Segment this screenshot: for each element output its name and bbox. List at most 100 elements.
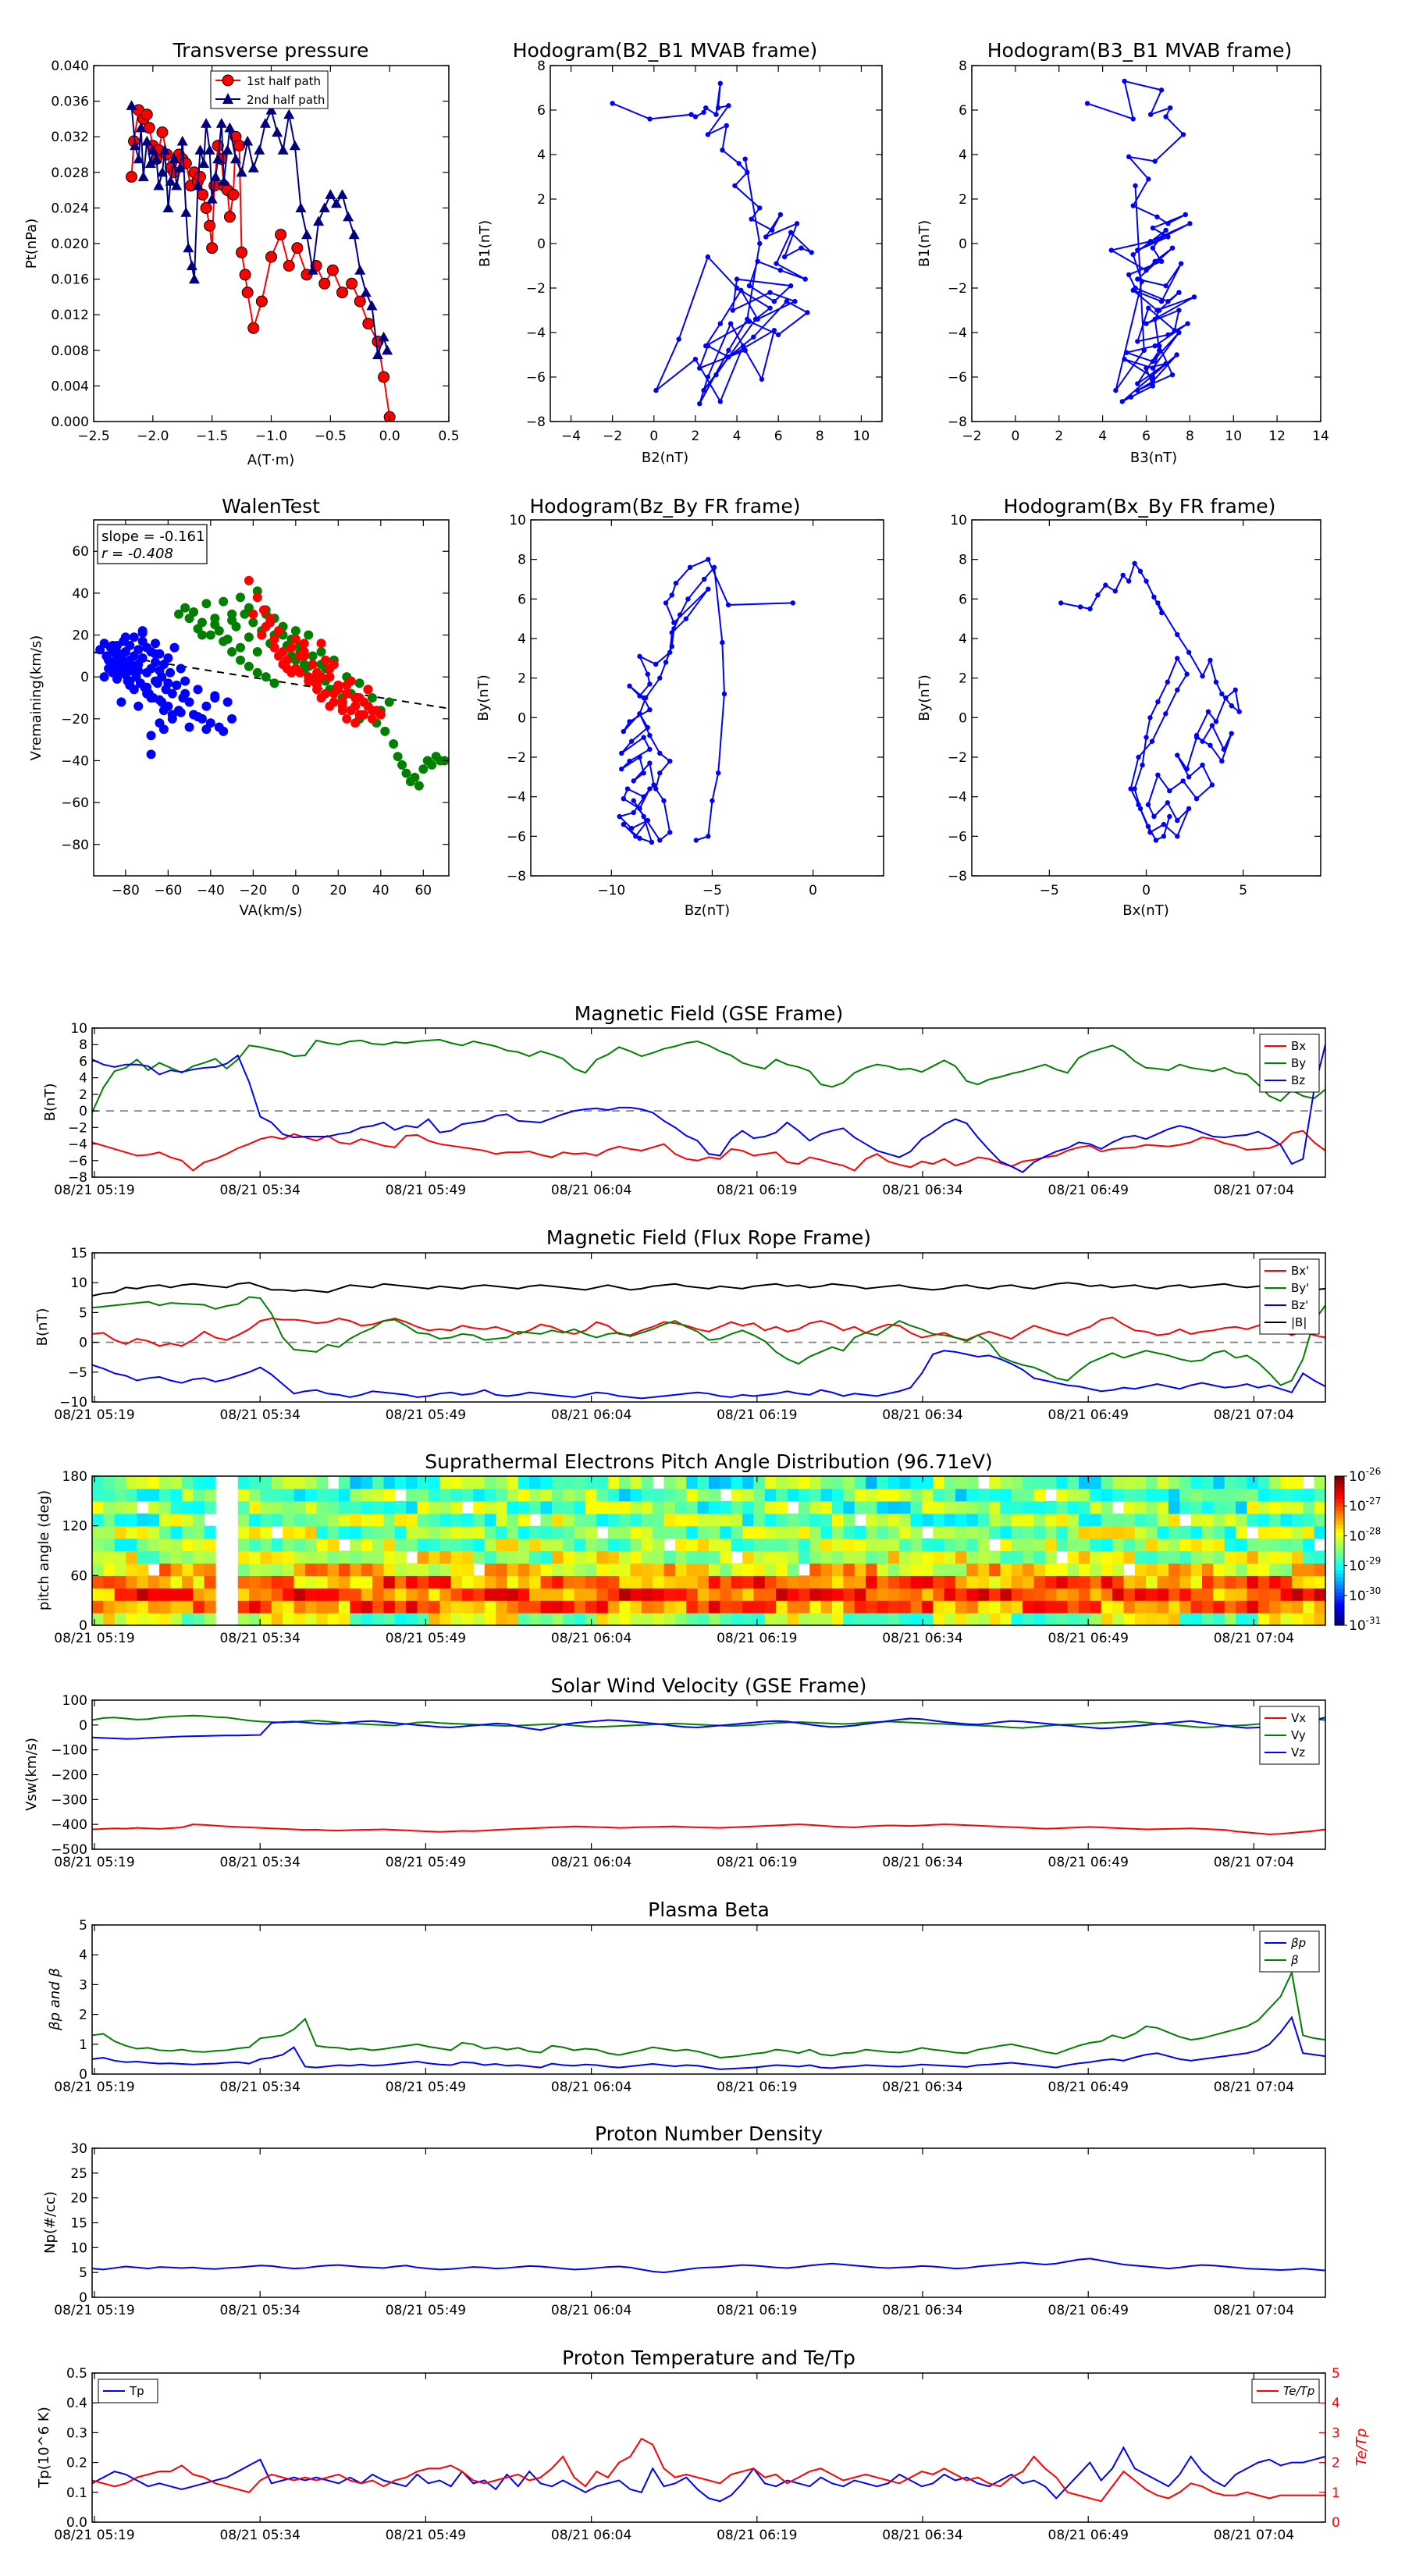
hodogram-b3-b1-point	[1150, 365, 1156, 371]
hodogram-bx-by-point	[1175, 687, 1180, 693]
hodogram-b3-b1-point	[1135, 381, 1140, 386]
heatmap-cell	[887, 1575, 900, 1589]
walen-test-point	[380, 726, 390, 736]
hodogram-b2-b1-point	[692, 114, 699, 119]
heatmap-cell	[137, 1538, 149, 1552]
heatmap-cell	[1090, 1500, 1102, 1514]
heatmap-cell	[1236, 1588, 1248, 1601]
magnetic-field-flux-rope-time-label: 08/21 06:04	[551, 1407, 631, 1423]
hodogram-b3-b1-point	[1176, 329, 1182, 336]
walen-test-point	[176, 664, 186, 674]
heatmap-cell	[820, 1500, 833, 1514]
heatmap-cell	[653, 1600, 665, 1614]
hodogram-b2-b1-point	[742, 156, 748, 162]
heatmap-cell	[372, 1550, 385, 1564]
transverse-pressure-point	[147, 144, 158, 155]
heatmap-cell	[462, 1513, 474, 1527]
hodogram-b3-b1-ylabel: B1(nT)	[916, 220, 933, 267]
heatmap-cell	[283, 1600, 295, 1614]
walen-test-point	[205, 630, 215, 640]
heatmap-cell	[933, 1588, 945, 1601]
walen-test-point	[367, 706, 377, 716]
colorbar-segment	[1335, 1592, 1344, 1596]
plasma-beta-time-label: 08/21 05:49	[386, 2080, 466, 2095]
heatmap-cell	[820, 1600, 833, 1614]
heatmap-cell	[114, 1550, 126, 1564]
heatmap-cell	[137, 1550, 149, 1564]
heatmap-cell	[484, 1513, 496, 1527]
hodogram-b3-b1-point	[1126, 154, 1132, 160]
heatmap-cell	[977, 1500, 990, 1514]
walen-test-point	[137, 653, 148, 664]
pitch-angle-panel: Suprathermal Electrons Pitch Angle Distr…	[36, 1450, 1381, 1646]
heatmap-cell	[327, 1500, 340, 1514]
heatmap-cell	[607, 1613, 620, 1626]
heatmap-cell	[697, 1588, 710, 1601]
hodogram-b3-b1-point	[1191, 294, 1197, 300]
hodogram-b2-b1-point	[692, 357, 699, 362]
hodogram-bx-by-point	[1232, 687, 1238, 693]
heatmap-cell	[955, 1488, 967, 1502]
hodogram-b3-b1-point	[1128, 394, 1134, 400]
heatmap-cell	[126, 1600, 138, 1614]
transverse-pressure-plot: −2.5 −2.0 −1.5 −1.0 −0.5 0.0 0.50.0000.0040.00…	[51, 59, 459, 444]
heatmap-cell	[1291, 1600, 1304, 1614]
heatmap-cell	[596, 1538, 609, 1552]
heatmap-cell	[193, 1563, 205, 1576]
hodogram-b2-b1-point	[767, 305, 773, 311]
heatmap-cell	[283, 1550, 295, 1564]
heatmap-cell	[249, 1476, 261, 1489]
colorbar-segment	[1335, 1513, 1344, 1518]
hodogram-b2-b1-point	[730, 308, 735, 313]
heatmap-cell	[540, 1488, 553, 1502]
heatmap-cell	[193, 1513, 205, 1527]
colorbar-segment	[1335, 1546, 1344, 1552]
heatmap-cell	[787, 1550, 799, 1564]
heatmap-cell	[439, 1550, 452, 1564]
heatmap-cell	[1112, 1538, 1125, 1552]
heatmap-cell	[406, 1538, 418, 1552]
heatmap-cell	[1303, 1563, 1315, 1576]
heatmap-cell	[832, 1613, 844, 1626]
heatmap-cell	[1123, 1600, 1136, 1614]
heatmap-cell	[1213, 1538, 1225, 1552]
heatmap-cell	[507, 1588, 519, 1601]
heatmap-cell	[1044, 1600, 1057, 1614]
proton-temperature-time-label: 08/21 06:04	[551, 2528, 631, 2543]
hodogram-bz-by-ytick-label: −8	[507, 869, 526, 884]
hodogram-b2-b1-xtick-label: 8	[816, 429, 824, 444]
heatmap-cell	[193, 1550, 205, 1564]
heatmap-cell	[316, 1563, 329, 1576]
heatmap-cell	[1269, 1513, 1282, 1527]
hodogram-bx-by-point	[1167, 813, 1172, 820]
heatmap-cell	[304, 1600, 317, 1614]
hodogram-bx-by-point	[1180, 778, 1186, 784]
magnetic-field-gse-time-label: 08/21 06:19	[717, 1183, 797, 1198]
heatmap-cell	[450, 1600, 463, 1614]
heatmap-cell	[1291, 1488, 1304, 1502]
heatmap-cell	[1314, 1600, 1326, 1614]
heatmap-cell	[720, 1550, 732, 1564]
heatmap-cell	[619, 1538, 631, 1552]
heatmap-cell	[753, 1613, 766, 1626]
hodogram-bx-by-point	[1193, 796, 1200, 802]
hodogram-bx-by-point	[1205, 709, 1211, 714]
heatmap-cell	[1257, 1500, 1270, 1514]
heatmap-cell	[428, 1575, 440, 1589]
transverse-pressure-point	[188, 273, 200, 284]
heatmap-cell	[1280, 1525, 1293, 1539]
heatmap-cell	[181, 1613, 194, 1626]
heatmap-cell	[170, 1538, 183, 1552]
hodogram-bz-by-point	[647, 732, 653, 738]
heatmap-cell	[585, 1563, 597, 1576]
hodogram-b3-b1-point	[1172, 327, 1178, 333]
heatmap-cell	[619, 1613, 631, 1626]
hodogram-b2-b1-title: Hodogram(B2_B1 MVAB frame)	[513, 39, 818, 62]
heatmap-cell	[394, 1476, 407, 1489]
walen-test-point	[337, 706, 347, 716]
heatmap-cell	[596, 1513, 609, 1527]
heatmap-cell	[518, 1488, 530, 1502]
hodogram-bz-by-point	[706, 557, 711, 562]
walen-test-point	[155, 695, 165, 705]
heatmap-cell	[686, 1476, 699, 1489]
